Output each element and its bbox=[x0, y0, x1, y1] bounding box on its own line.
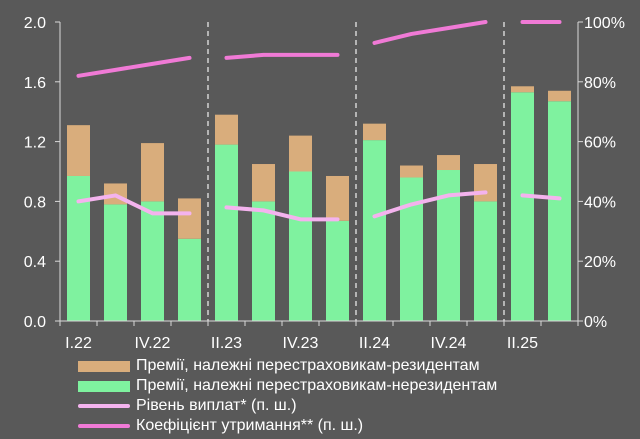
bar-resident bbox=[511, 86, 534, 93]
legend-item-retention-ratio: Коефіцієнт утримання** (п. ш.) bbox=[78, 416, 598, 436]
payout-ratio-line bbox=[520, 193, 562, 201]
legend-item-residents: Премії, належні перестраховикам-резидент… bbox=[78, 356, 598, 376]
x-tick-label: IV.22 bbox=[135, 335, 171, 352]
legend-label: Премії, належні перестраховикам-нерезиде… bbox=[136, 377, 498, 394]
retention-ratio-line bbox=[224, 52, 340, 60]
bar-resident bbox=[252, 164, 275, 202]
bar-nonresident bbox=[511, 92, 534, 321]
payout-ratio-line bbox=[372, 190, 488, 219]
y-right-tick-label: 60% bbox=[584, 135, 616, 152]
lines-layer bbox=[76, 20, 562, 222]
bar-nonresident bbox=[67, 175, 90, 321]
bar-resident bbox=[548, 90, 571, 102]
legend-swatch bbox=[78, 404, 130, 408]
bar-nonresident bbox=[141, 201, 164, 321]
x-tick-label: II.25 bbox=[507, 335, 538, 352]
bar-nonresident bbox=[437, 170, 460, 321]
y-right-tick-label: 80% bbox=[584, 75, 616, 92]
legend: Премії, належні перестраховикам-резидент… bbox=[78, 356, 598, 436]
legend-label: Премії, належні перестраховикам-резидент… bbox=[136, 357, 480, 374]
bar-nonresident bbox=[326, 220, 349, 321]
bar-resident bbox=[67, 125, 90, 176]
bar-resident bbox=[215, 114, 238, 145]
payout-ratio-line bbox=[224, 205, 340, 222]
bar-nonresident bbox=[178, 238, 201, 321]
y-right-tick-label: 100% bbox=[584, 15, 625, 32]
legend-label: Коефіцієнт утримання** (п. ш.) bbox=[136, 417, 364, 434]
y-left-tick-label: 1.2 bbox=[24, 135, 46, 152]
bar-nonresident bbox=[474, 201, 497, 321]
bar-resident bbox=[437, 155, 460, 171]
bar-nonresident bbox=[215, 144, 238, 321]
bar-resident bbox=[178, 198, 201, 239]
bar-resident bbox=[326, 175, 349, 221]
legend-swatch bbox=[78, 380, 130, 392]
bar-resident bbox=[141, 143, 164, 202]
y-left-tick-label: 0.0 bbox=[24, 314, 46, 331]
bar-nonresident bbox=[104, 204, 127, 321]
x-tick-label: I.22 bbox=[65, 335, 92, 352]
payout-ratio-line bbox=[76, 193, 192, 216]
bar-nonresident bbox=[363, 140, 386, 321]
bar-resident bbox=[474, 164, 497, 202]
retention-ratio-line bbox=[372, 20, 488, 45]
x-tick-label: II.23 bbox=[211, 335, 242, 352]
bars-layer bbox=[67, 86, 571, 321]
y-left-tick-label: 1.6 bbox=[24, 75, 46, 92]
x-tick-label: IV.23 bbox=[283, 335, 319, 352]
y-left-tick-label: 0.8 bbox=[24, 194, 46, 211]
legend-swatch bbox=[78, 360, 130, 372]
dividers-layer bbox=[207, 22, 505, 321]
y-right-tick-label: 40% bbox=[584, 194, 616, 211]
bar-nonresident bbox=[252, 201, 275, 321]
legend-item-nonresidents: Премії, належні перестраховикам-нерезиде… bbox=[78, 376, 598, 396]
y-right-tick-label: 20% bbox=[584, 254, 616, 271]
bar-resident bbox=[363, 123, 386, 141]
bar-resident bbox=[400, 165, 423, 178]
legend-label: Рівень виплат* (п. ш.) bbox=[136, 397, 297, 414]
y-right-tick-label: 0% bbox=[584, 314, 607, 331]
y-left-tick-label: 2.0 bbox=[24, 15, 46, 32]
legend-item-payout-ratio: Рівень виплат* (п. ш.) bbox=[78, 396, 598, 416]
bar-resident bbox=[289, 135, 312, 172]
y-left-tick-label: 0.4 bbox=[24, 254, 46, 271]
x-tick-label: IV.24 bbox=[431, 335, 467, 352]
retention-ratio-line bbox=[76, 55, 192, 78]
x-tick-label: II.24 bbox=[359, 335, 390, 352]
bar-nonresident bbox=[548, 101, 571, 321]
bar-nonresident bbox=[400, 177, 423, 321]
bar-nonresident bbox=[289, 171, 312, 321]
axes-layer: 0.0 0.4 0.8 1.2 1.6 2.0 0% 20% 40% 60% 80% 100% I.22… bbox=[24, 15, 625, 352]
legend-swatch bbox=[78, 424, 130, 428]
